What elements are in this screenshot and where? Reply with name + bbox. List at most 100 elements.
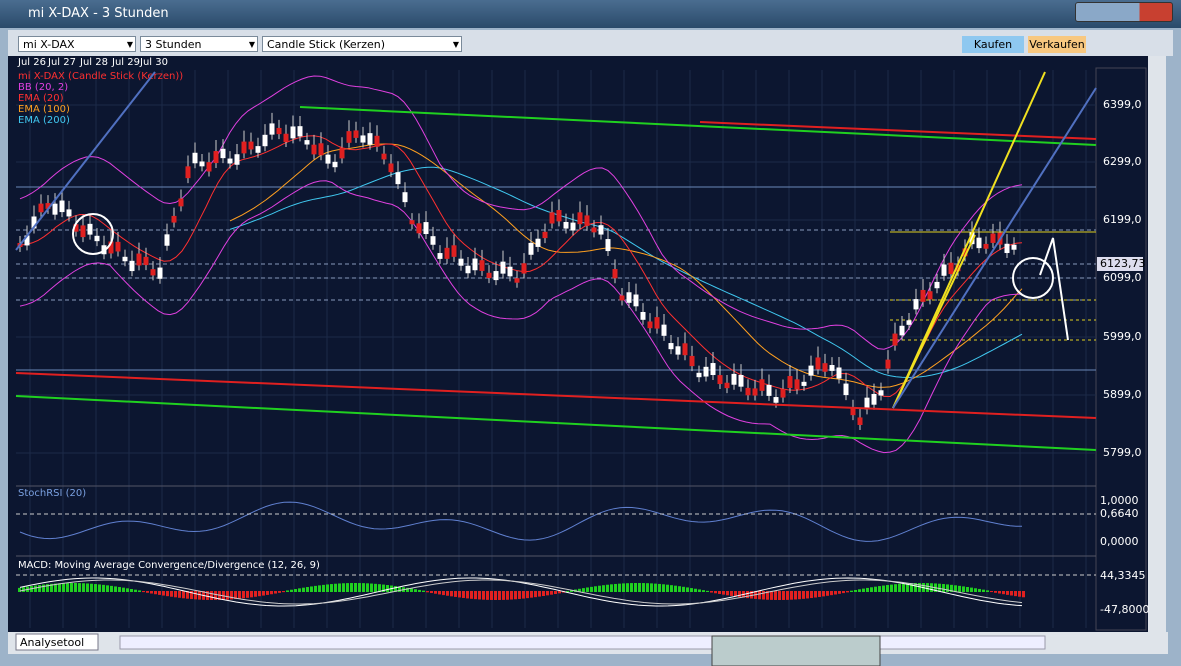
macd-bar [162, 591, 165, 596]
candle-body [647, 321, 653, 329]
candle-body [290, 126, 296, 139]
candle-body [549, 212, 555, 224]
macd-bar [942, 584, 945, 592]
macd-bar [490, 591, 493, 600]
macd-bar [910, 583, 913, 592]
legend-entry: EMA (200) [18, 115, 70, 126]
macd-bar [998, 591, 1001, 594]
macd-bar [406, 587, 409, 592]
candle-body [416, 223, 422, 234]
chart-type-select[interactable]: Candle Stick (Kerzen) [262, 36, 462, 53]
candle-body [710, 363, 716, 376]
tool-select[interactable] [15, 633, 99, 651]
marker-circle [1012, 257, 1054, 299]
macd-bar [542, 591, 545, 596]
candle-body [192, 152, 198, 164]
legend-entry: mi X-DAX (Candle Stick (Kerzen)) [18, 71, 183, 82]
candle-body [822, 363, 828, 372]
macd-bar [1018, 591, 1021, 597]
candle-body [297, 126, 303, 137]
macd-bar [854, 589, 857, 592]
macd-bar [98, 584, 101, 592]
macd-bar [294, 589, 297, 592]
macd-bar [250, 591, 253, 598]
candle-body [913, 299, 919, 310]
macd-bar [38, 585, 41, 592]
candle-body [927, 291, 933, 300]
macd-bar [306, 587, 309, 592]
candle-body [500, 261, 506, 274]
candle-body [248, 141, 254, 150]
candle-body [738, 374, 744, 387]
v-scrollbar[interactable] [1148, 56, 1166, 632]
stoch-axis: 1,0000 [1100, 494, 1139, 507]
macd-bar [358, 583, 361, 592]
candle-body [542, 231, 548, 239]
last-price: 6123,73 [1100, 257, 1146, 270]
interval-select[interactable]: 3 Stunden [140, 36, 258, 53]
candle-body [535, 238, 541, 247]
macd-bar [142, 591, 145, 593]
macd-bar [166, 591, 169, 597]
macd-bar [426, 591, 429, 593]
macd-bar [710, 591, 713, 593]
candle-body [423, 222, 429, 235]
macd-bar [186, 591, 189, 599]
buy-button[interactable]: Kaufen [962, 36, 1024, 53]
candle-body [612, 269, 618, 279]
candle-body [136, 253, 142, 266]
price-label: 5899,0 [1103, 388, 1142, 401]
candle-body [717, 375, 723, 385]
macd-bar [482, 591, 485, 600]
candle-body [157, 267, 163, 279]
title-bar: mi X-DAX - 3 Stunden [0, 0, 1181, 28]
macd-bar [498, 591, 501, 600]
candle-body [479, 260, 485, 271]
h-scrollbar[interactable] [119, 635, 1046, 650]
macd-bar [1010, 591, 1013, 596]
macd-bar [810, 591, 813, 599]
macd-bar [190, 591, 193, 600]
macd-bar [238, 591, 241, 599]
macd-bar [354, 583, 357, 592]
price-label: 5999,0 [1103, 330, 1142, 343]
legend-entry: EMA (100) [18, 104, 70, 115]
macd-bar [654, 583, 657, 592]
macd-bar [886, 585, 889, 592]
date-label: Jul 29 [111, 57, 140, 68]
macd-bar [170, 591, 173, 597]
macd-bar [470, 591, 473, 599]
macd-bar [894, 584, 897, 592]
macd-bar [534, 591, 537, 598]
macd-bar [138, 590, 141, 592]
macd-bar [966, 586, 969, 592]
sell-button[interactable]: Verkaufen [1028, 36, 1086, 53]
candle-body [465, 265, 471, 274]
instrument-select[interactable]: mi X-DAX [18, 36, 136, 53]
macd-bar [974, 588, 977, 592]
macd-bar [594, 586, 597, 592]
macd-bar [766, 591, 769, 600]
macd-bar [110, 585, 113, 592]
window-controls[interactable] [1075, 2, 1173, 22]
candle-body [815, 357, 821, 370]
macd-bar [262, 591, 265, 596]
macd-bar [394, 586, 397, 592]
macd-bar [882, 585, 885, 592]
macd-bar [558, 591, 561, 594]
macd-bar [374, 583, 377, 592]
candle-body [584, 215, 590, 226]
candle-body [871, 393, 877, 405]
macd-bar [314, 585, 317, 592]
bb-upper [19, 75, 1023, 350]
candle-body [311, 144, 317, 155]
price-label: 6399,0 [1103, 98, 1142, 111]
macd-bar [650, 583, 653, 592]
macd-bar [242, 591, 245, 599]
macd-bar [522, 591, 525, 599]
candle-body [241, 141, 247, 154]
macd-bar [838, 591, 841, 594]
candle-body [115, 241, 121, 252]
macd-bar [714, 591, 717, 594]
